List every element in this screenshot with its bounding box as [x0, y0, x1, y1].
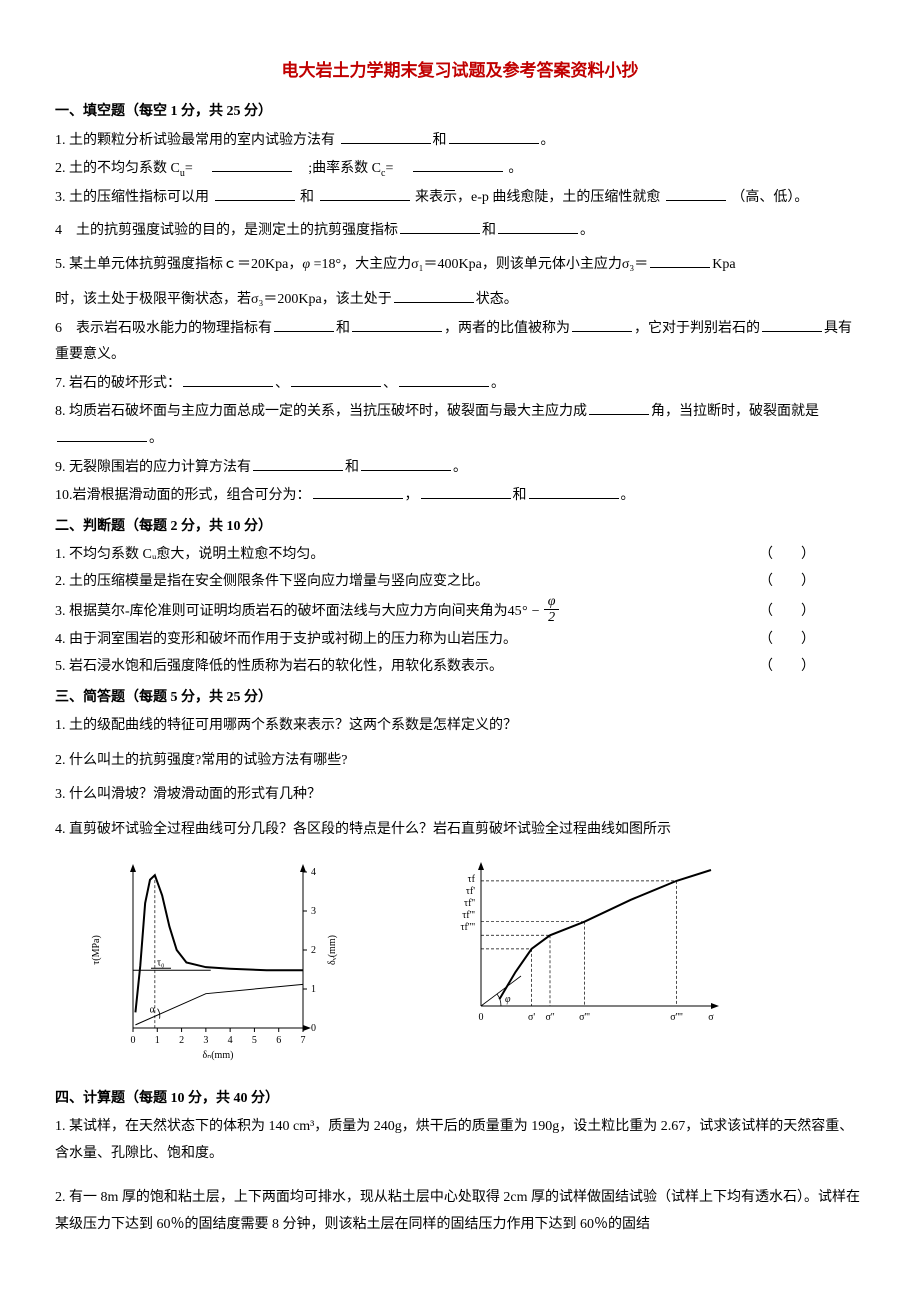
svg-text:0: 0 [311, 1023, 316, 1034]
q1-6: 6 表示岩石吸水能力的物理指标有和，两者的比值被称为，它对于判别岩石的具有重要意… [55, 316, 865, 369]
svg-text:δₙ(mm): δₙ(mm) [203, 1050, 234, 1061]
q2-3: 3. 根据莫尔-库伦准则可证明均质岩石的破坏面法线与大应力方向间夹角为45° −… [55, 596, 815, 628]
q4-1: 1. 某试样，在天然状态下的体积为 140 cm³，质量为 240g，烘干后的质… [55, 1114, 865, 1167]
svg-text:τf'': τf'' [464, 898, 475, 909]
shear-curve-chart: 0123456701234τ₀αδₙ(mm)τ(MPa)δᵥ(mm) [85, 862, 345, 1062]
svg-text:τf: τf [468, 874, 476, 885]
svg-text:0: 0 [131, 1035, 136, 1046]
q2-5: 5. 岩石浸水饱和后强度降低的性质称为岩石的软化性，用软化系数表示。（ ） [55, 654, 815, 681]
q1-3: 3. 土的压缩性指标可以用 和 来表示，e-p 曲线愈陡，土的压缩性就愈 （高、… [55, 185, 865, 212]
q1-5b: 时，该土处于极限平衡状态，若σ₃＝200Kpa，该土处于状态。 [55, 287, 865, 314]
svg-text:5: 5 [252, 1035, 257, 1046]
q2-2: 2. 土的压缩模量是指在安全侧限条件下竖向应力增量与竖向应变之比。（ ） [55, 569, 815, 596]
q4-2: 2. 有一 8m 厚的饱和粘土层，上下两面均可排水，现从粘土层中心处取得 2cm… [55, 1185, 865, 1238]
section-4-header: 四、计算题（每题 10 分，共 40 分） [55, 1086, 865, 1113]
svg-text:τ(MPa): τ(MPa) [91, 935, 102, 965]
section-1-header: 一、填空题（每空 1 分，共 25 分） [55, 99, 865, 126]
q1-10: 10.岩滑根据滑动面的形式，组合可分为：，和。 [55, 483, 865, 510]
svg-text:σ''': σ''' [579, 1012, 590, 1023]
svg-text:τf'''': τf'''' [460, 922, 475, 933]
q2-1: 1. 不均匀系数 Cᵤ愈大，说明土粒愈不均匀。（ ） [55, 542, 815, 569]
svg-text:φ: φ [505, 994, 511, 1005]
svg-text:1: 1 [155, 1035, 160, 1046]
charts-row: 0123456701234τ₀αδₙ(mm)τ(MPa)δᵥ(mm) 0σ'σ'… [85, 862, 865, 1062]
svg-text:3: 3 [311, 906, 316, 917]
svg-text:7: 7 [301, 1035, 306, 1046]
svg-text:0: 0 [479, 1012, 484, 1023]
q2-4: 4. 由于洞室围岩的变形和破坏而作用于支护或衬砌上的压力称为山岩压力。（ ） [55, 627, 815, 654]
svg-text:σ: σ [708, 1012, 714, 1023]
stress-tau-chart: 0 σ' σ'' σ''' σ'''' σ τfτf'τf''τf'''τf'''' φ [435, 862, 725, 1032]
svg-text:6: 6 [276, 1035, 281, 1046]
svg-text:δᵥ(mm): δᵥ(mm) [327, 935, 338, 965]
q1-4: 4 土的抗剪强度试验的目的，是测定土的抗剪强度指标和。 [55, 218, 865, 245]
svg-text:σ'': σ'' [546, 1012, 555, 1023]
q1-5a: 5. 某土单元体抗剪强度指标ｃ＝20Kpa，φ =18°，大主应力σ₁＝400K… [55, 252, 865, 279]
q3-1: 1. 土的级配曲线的特征可用哪两个系数来表示？这两个系数是怎样定义的？ [55, 713, 865, 740]
svg-text:3: 3 [203, 1035, 208, 1046]
q3-4: 4. 直剪破坏试验全过程曲线可分几段？各区段的特点是什么？岩石直剪破坏试验全过程… [55, 817, 865, 844]
svg-text:4: 4 [228, 1035, 233, 1046]
q1-8: 8. 均质岩石破坏面与主应力面总成一定的关系，当抗压破坏时，破裂面与最大主应力成… [55, 399, 865, 452]
q1-7: 7. 岩石的破坏形式：、、。 [55, 371, 865, 398]
svg-text:σ': σ' [528, 1012, 535, 1023]
svg-text:τ₀: τ₀ [157, 957, 165, 968]
q1-9: 9. 无裂隙围岩的应力计算方法有和。 [55, 455, 865, 482]
section-2-header: 二、判断题（每题 2 分，共 10 分） [55, 514, 865, 541]
q1-1: 1. 土的颗粒分析试验最常用的室内试验方法有 和。 [55, 128, 865, 155]
q1-2: 2. 土的不均匀系数 Cu= ;曲率系数 Cc= 。 [55, 156, 865, 183]
svg-text:τf': τf' [466, 886, 475, 897]
svg-text:σ'''': σ'''' [670, 1012, 683, 1023]
svg-text:2: 2 [311, 945, 316, 956]
section-3-header: 三、简答题（每题 5 分，共 25 分） [55, 685, 865, 712]
svg-text:1: 1 [311, 984, 316, 995]
q3-3: 3. 什么叫滑坡？滑坡滑动面的形式有几种？ [55, 782, 865, 809]
svg-text:2: 2 [179, 1035, 184, 1046]
svg-text:4: 4 [311, 867, 316, 878]
page-title: 电大岩土力学期末复习试题及参考答案资料小抄 [55, 55, 865, 87]
q3-2: 2. 什么叫土的抗剪强度?常用的试验方法有哪些? [55, 748, 865, 775]
svg-text:τf''': τf''' [462, 910, 475, 921]
